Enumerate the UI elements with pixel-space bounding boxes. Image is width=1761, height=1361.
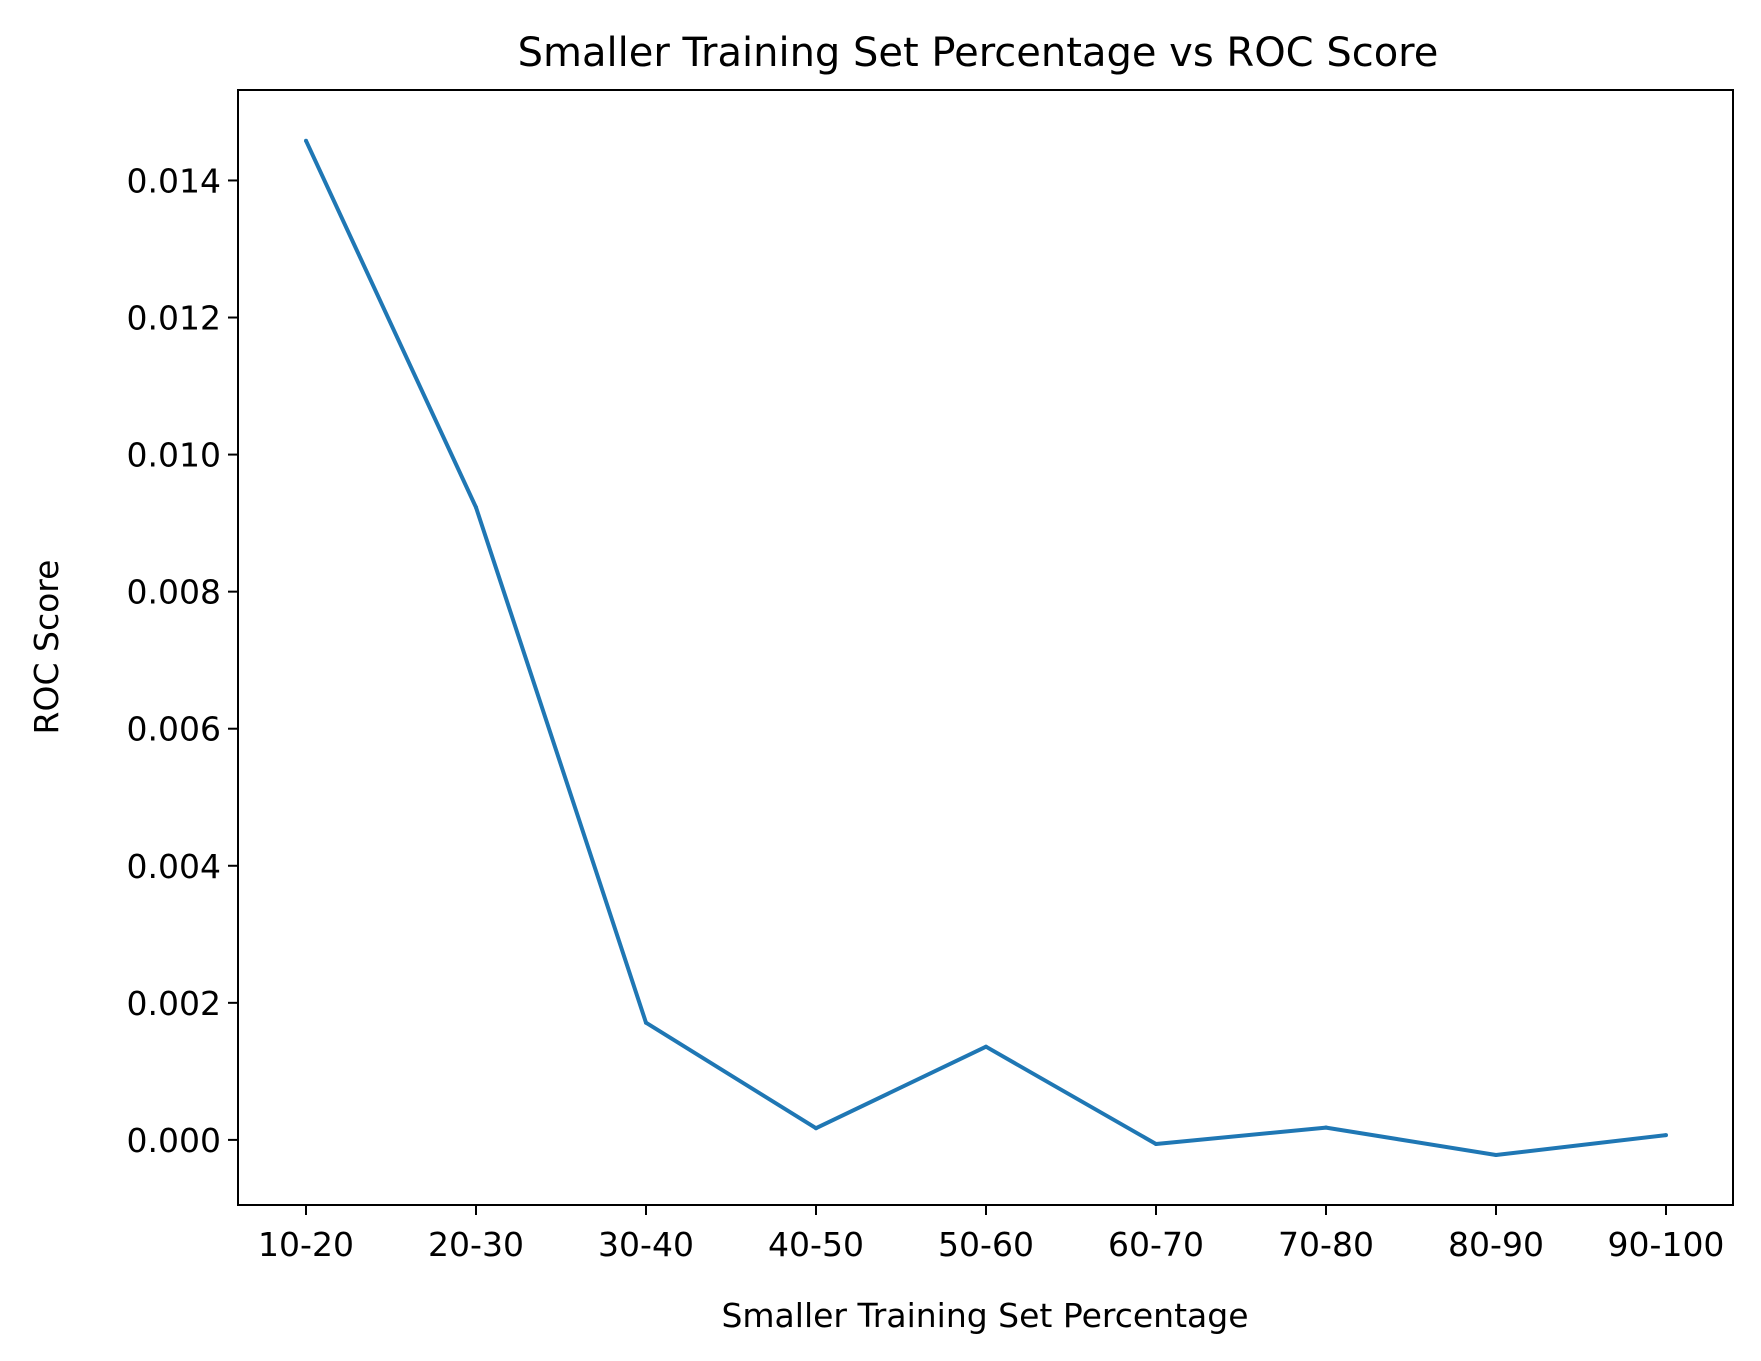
y-tick-label: 0.014: [127, 161, 221, 200]
y-axis-label: ROC Score: [27, 560, 66, 735]
data-point: [644, 1020, 648, 1025]
data-point: [1494, 1152, 1498, 1157]
data-point: [1664, 1133, 1668, 1138]
x-tick-label: 90-100: [1608, 1225, 1725, 1264]
x-tick-label: 20-30: [428, 1225, 524, 1264]
data-point: [1154, 1142, 1158, 1147]
data-point: [814, 1126, 818, 1131]
chart-title: Smaller Training Set Percentage vs ROC S…: [518, 30, 1439, 76]
data-point: [474, 505, 478, 510]
data-point: [1324, 1125, 1328, 1130]
y-tick-label: 0.008: [127, 573, 221, 612]
series-layer: [304, 138, 1668, 1157]
x-tick-label: 30-40: [598, 1225, 694, 1264]
y-tick-label: 0.000: [127, 1121, 221, 1160]
x-tick-label: 40-50: [768, 1225, 864, 1264]
y-tick-label: 0.004: [127, 847, 221, 886]
y-tick-label: 0.002: [127, 984, 221, 1023]
y-tick-label: 0.012: [127, 299, 221, 338]
y-axis-ticks: 0.000 0.002 0.004 0.006 0.008 0.010 0.012 0.014: [127, 161, 238, 1160]
x-tick-label: 10-20: [258, 1225, 354, 1264]
x-tick-label: 70-80: [1278, 1225, 1374, 1264]
x-tick-label: 80-90: [1448, 1225, 1544, 1264]
x-tick-label: 50-60: [938, 1225, 1034, 1264]
x-tick-label: 60-70: [1108, 1225, 1204, 1264]
y-tick-label: 0.010: [127, 436, 221, 475]
data-point: [304, 138, 308, 143]
x-axis-ticks: 10-20 20-30 30-40 40-50 50-60 60-70 70-80 80-90…: [258, 1205, 1724, 1264]
data-point: [984, 1044, 988, 1049]
x-axis-label: Smaller Training Set Percentage: [721, 1296, 1248, 1335]
y-tick-label: 0.006: [127, 710, 221, 749]
